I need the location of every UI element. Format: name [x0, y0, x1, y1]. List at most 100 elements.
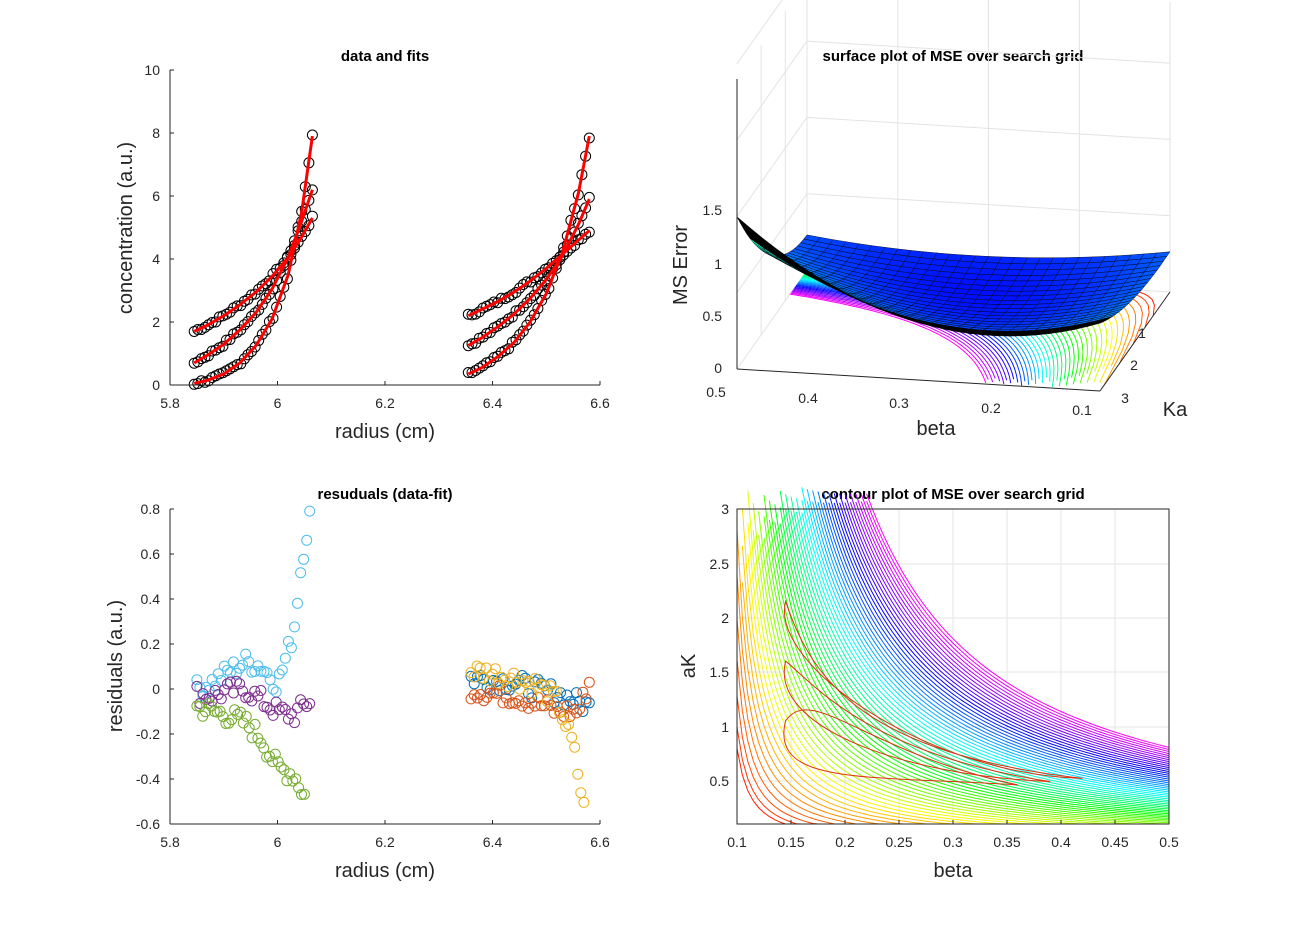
residual-point: [267, 709, 279, 721]
panel3-ytick: -0.6: [136, 816, 160, 832]
contour-line: [785, 494, 1170, 807]
residual-point: [496, 671, 507, 683]
residual-point: [249, 718, 261, 730]
panel3-ytick: -0.4: [136, 771, 160, 787]
data-point: [188, 378, 200, 390]
residual-point: [267, 683, 279, 695]
residual-point: [243, 691, 255, 703]
data-point: [528, 309, 540, 321]
data-point: [484, 356, 496, 368]
data-point: [256, 328, 268, 340]
panel1-xticks: 5.8 6 6.2 6.4 6.6: [160, 395, 610, 411]
panel3-xlabel: radius (cm): [335, 860, 435, 882]
residual-point: [243, 722, 255, 734]
panel4-xtick: 0.3: [943, 834, 963, 850]
panel3-ytick: 0.8: [141, 501, 161, 517]
panel3-ytick: 0.6: [141, 546, 161, 562]
panel3-ytick: 0.2: [141, 636, 161, 652]
data-point: [466, 309, 478, 321]
wall-grid: [736, 40, 808, 141]
panel4-xtick: 0.1: [727, 834, 747, 850]
contour-line: [817, 502, 1170, 786]
data-point: [514, 329, 526, 341]
data-point: [231, 359, 243, 371]
residual-point: [480, 662, 492, 674]
panel2-ztick: 0: [714, 360, 722, 376]
residual-point: [561, 689, 573, 701]
residual-point: [220, 718, 232, 729]
residual-point: [234, 678, 246, 690]
residual-point: [252, 690, 264, 702]
residual-point: [281, 775, 293, 787]
residual-point: [566, 731, 578, 743]
data-point: [503, 343, 515, 355]
data-point: [220, 334, 232, 346]
residual-point: [304, 698, 316, 710]
panel2-yticks: 1 2 3: [1121, 325, 1146, 406]
panel3-ytick: -0.2: [136, 726, 160, 742]
contour-line: [812, 490, 1170, 787]
panel4-ytick: 2.5: [710, 556, 730, 572]
residual-point: [276, 701, 288, 713]
data-point: [517, 301, 529, 313]
residual-point: [272, 756, 284, 768]
residual-point: [292, 597, 303, 609]
wall-grid: [736, 269, 808, 370]
contour-line: [763, 537, 1170, 824]
data-point: [206, 317, 218, 328]
residual-point: [194, 698, 206, 709]
residual-point: [206, 673, 218, 685]
data-point: [532, 283, 544, 295]
data-point: [246, 289, 257, 301]
contour-line: [849, 502, 1170, 763]
residual-point: [575, 787, 587, 799]
data-point: [263, 288, 275, 300]
panel1-xtick: 6: [274, 395, 282, 411]
data-point: [466, 338, 478, 350]
contour-line: [812, 501, 1170, 789]
residual-point: [301, 701, 313, 713]
residual-point: [577, 706, 589, 717]
residual-point: [583, 676, 595, 688]
residual-point: [577, 686, 589, 698]
contour-line: [860, 501, 1170, 755]
residual-point: [298, 553, 310, 565]
panel1-xlabel: radius (cm): [335, 421, 435, 443]
residual-point: [468, 689, 480, 701]
panel2-zticks: 0 0.5 1 1.5: [703, 202, 723, 376]
data-point: [572, 217, 584, 229]
data-point: [188, 326, 200, 337]
contour-line: [822, 502, 1170, 782]
residual-point: [468, 678, 480, 690]
residual-point: [264, 750, 275, 762]
panel1-ytick: 8: [152, 125, 160, 141]
residual-point: [287, 775, 299, 787]
panel1-ytick: 10: [144, 62, 160, 78]
contour-line: [795, 511, 1170, 802]
residual-point: [513, 695, 525, 707]
residual-point: [486, 668, 498, 680]
residual-point: [487, 687, 499, 699]
panel4-yticks: 0.5 1 1.5 2 2.5 3: [710, 501, 730, 789]
contour-minimum-loop: [783, 599, 1083, 779]
data-point: [238, 353, 250, 365]
data-point: [274, 291, 286, 302]
data-point: [517, 325, 529, 337]
contour-line: [839, 493, 1170, 769]
data-point: [231, 326, 243, 338]
contour-line: [844, 493, 1170, 765]
residual-point: [273, 668, 285, 680]
surface-patch: [1086, 321, 1104, 327]
residual-point: [571, 707, 582, 719]
residual-point: [529, 676, 541, 688]
contour-line: [860, 493, 1170, 752]
contour-line: [801, 487, 1170, 795]
contour-line: [779, 507, 1170, 812]
data-point: [260, 292, 272, 304]
panel2-xtick: 0.3: [889, 395, 909, 411]
contour-line: [806, 488, 1170, 791]
residual-point: [289, 717, 300, 729]
panel1-xtick: 6.6: [590, 395, 610, 411]
fit-line: [193, 135, 314, 385]
residual-point: [232, 708, 244, 720]
